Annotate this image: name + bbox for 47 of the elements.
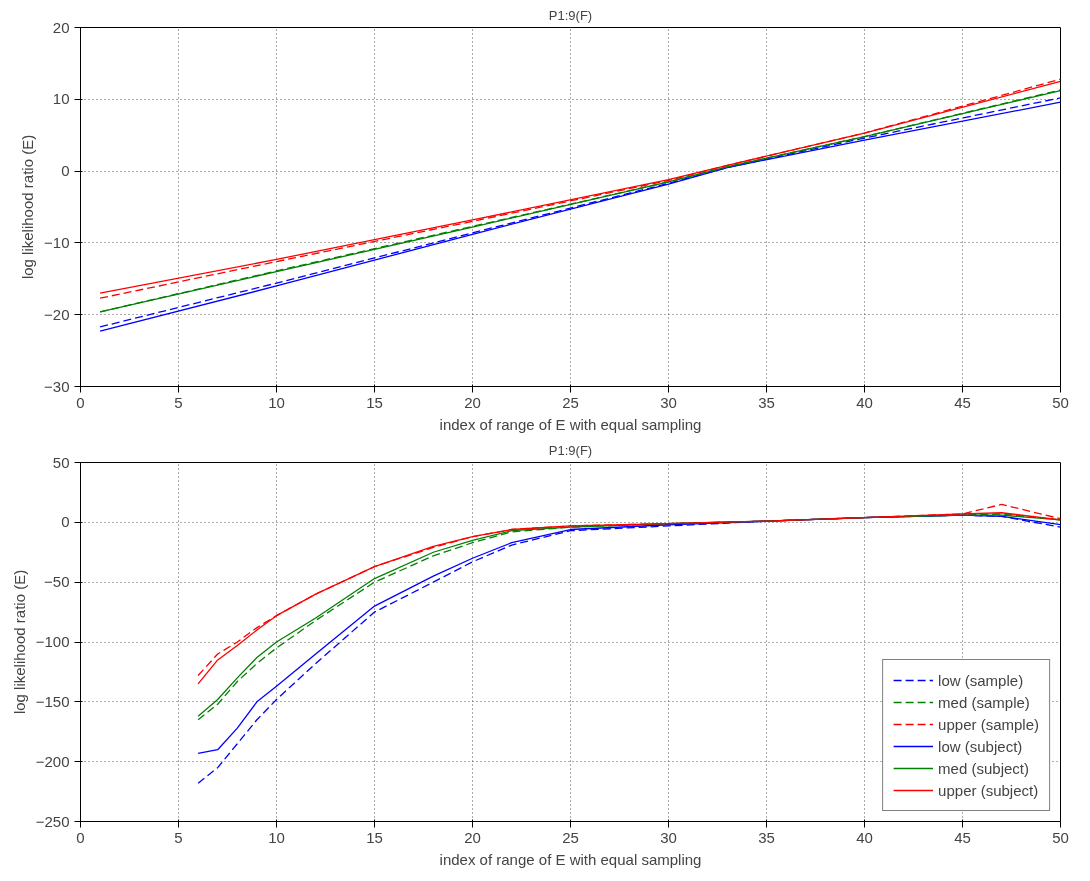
y-tick-label: 0 <box>61 513 70 531</box>
x-tick-label: 30 <box>660 393 677 411</box>
legend-label: med (subject) <box>938 759 1029 777</box>
y-tick-label: 0 <box>61 162 70 180</box>
x-axis-title: index of range of E with equal sampling <box>439 850 702 868</box>
legend-label: low (sample) <box>938 671 1024 689</box>
x-tick-label: 35 <box>758 393 775 411</box>
x-tick-label: 0 <box>76 393 85 411</box>
x-tick-label: 5 <box>174 393 183 411</box>
x-tick-label: 20 <box>464 393 481 411</box>
y-tick-label: −20 <box>44 305 70 323</box>
x-tick-label: 25 <box>562 828 579 846</box>
y-tick-label: −100 <box>35 633 70 650</box>
x-tick-label: 15 <box>366 393 383 411</box>
x-tick-label: 50 <box>1052 393 1069 411</box>
legend-label: med (sample) <box>938 693 1030 711</box>
x-tick-label: 20 <box>464 828 481 846</box>
x-tick-label: 50 <box>1052 828 1069 846</box>
x-tick-label: 40 <box>856 393 873 411</box>
y-tick-label: −30 <box>44 377 70 395</box>
x-axis-title: index of range of E with equal sampling <box>439 415 702 433</box>
y-tick-label: 20 <box>52 18 70 36</box>
x-tick-label: 35 <box>758 828 775 846</box>
x-tick-label: 25 <box>562 393 579 411</box>
chart-title: P1:9(F) <box>548 7 593 23</box>
x-tick-label: 10 <box>268 828 285 846</box>
y-tick-label: −10 <box>44 233 70 251</box>
chart-title: P1:9(F) <box>548 442 593 458</box>
y-tick-label: 10 <box>52 90 70 108</box>
y-axis-title: log likelihood ratio (E) <box>19 134 37 280</box>
x-tick-label: 15 <box>366 828 383 846</box>
x-tick-label: 0 <box>76 828 85 846</box>
legend-label: low (subject) <box>938 737 1023 755</box>
y-tick-label: −250 <box>35 812 70 830</box>
x-tick-label: 45 <box>954 393 971 411</box>
y-tick-label: −150 <box>35 692 70 710</box>
x-tick-label: 30 <box>660 828 677 846</box>
legend-label: upper (sample) <box>938 715 1039 733</box>
x-tick-label: 5 <box>174 828 183 846</box>
y-tick-label: −50 <box>44 573 70 591</box>
x-tick-label: 45 <box>954 828 971 846</box>
legend-label: upper (subject) <box>938 781 1039 799</box>
y-tick-label: 50 <box>52 453 70 471</box>
x-tick-label: 10 <box>268 393 285 411</box>
y-tick-label: −200 <box>35 752 70 770</box>
y-axis-title: log likelihood ratio (E) <box>10 569 28 715</box>
x-tick-label: 40 <box>856 828 873 846</box>
